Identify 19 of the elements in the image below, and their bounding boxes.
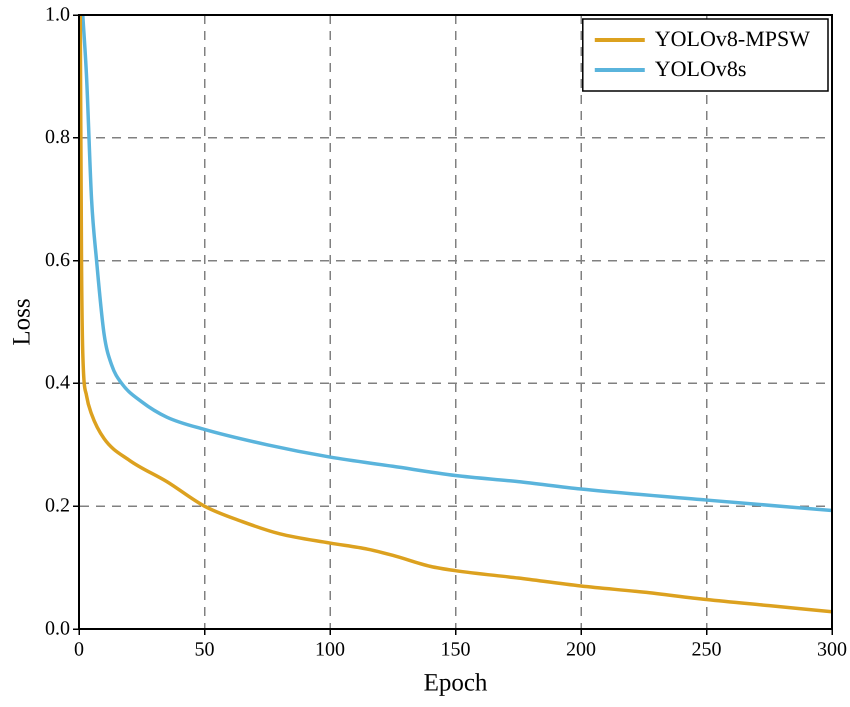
x-tick-label: 0 <box>74 638 84 660</box>
y-tick-label: 0.2 <box>45 494 70 516</box>
line-series <box>79 15 832 614</box>
x-tick-label: 250 <box>692 638 722 660</box>
y-tick-label: 0.8 <box>45 126 70 148</box>
x-tick-label: 300 <box>817 638 847 660</box>
x-tick-label: 100 <box>315 638 345 660</box>
y-axis-title: Loss <box>8 298 36 346</box>
legend-label: YOLOv8-MPSW <box>654 26 810 51</box>
y-tick-label: 0.4 <box>45 372 70 394</box>
x-tick-label: 50 <box>194 638 214 660</box>
line-series <box>81 15 832 512</box>
y-tick-label: 0.0 <box>45 617 70 640</box>
y-tick-label: 1.0 <box>45 3 70 26</box>
x-axis-title: Epoch <box>424 670 488 697</box>
y-tick-label: 0.6 <box>45 248 70 271</box>
x-tick-label: 150 <box>440 638 470 660</box>
legend-label: YOLOv8s <box>654 56 746 81</box>
x-tick-label: 200 <box>566 638 596 660</box>
